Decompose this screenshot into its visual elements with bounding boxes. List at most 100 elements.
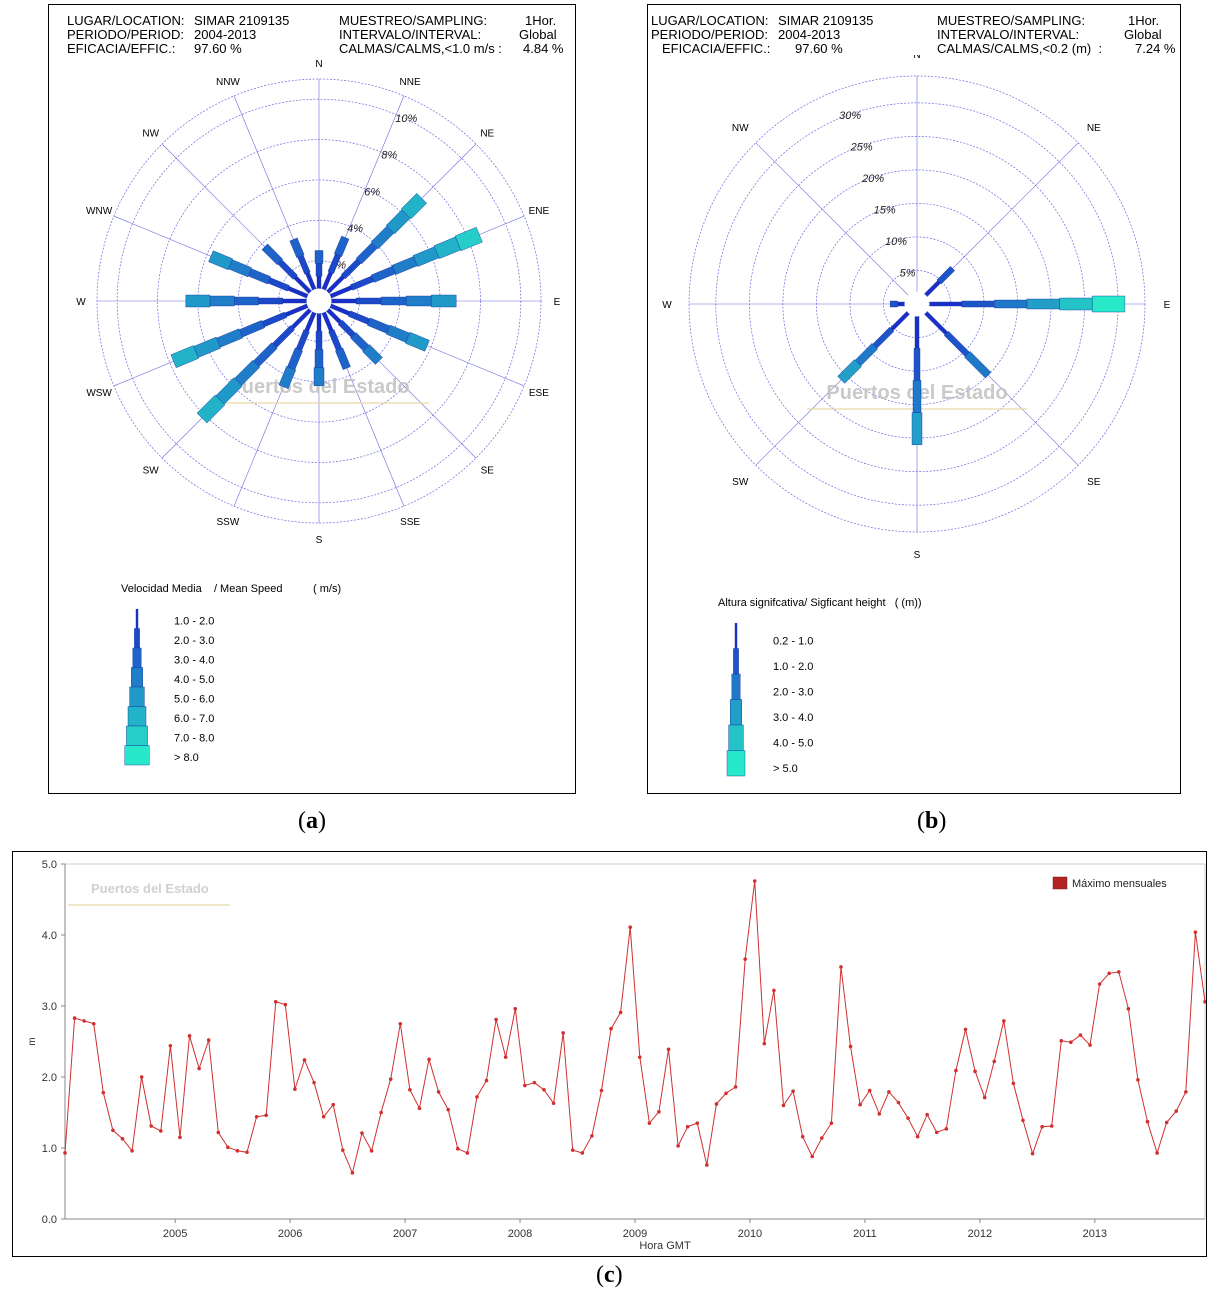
x-tick-label: 2005 [163, 1228, 187, 1240]
data-point [360, 1131, 364, 1135]
petal-segment [328, 329, 343, 351]
ring-label: 6% [364, 186, 380, 198]
speed-legend-swatch-1 [135, 609, 139, 629]
efficacy-label: EFICACIA/EFFIC.: [67, 41, 176, 56]
direction-label-s: S [316, 535, 323, 546]
petal-ne [325, 193, 427, 295]
data-point [887, 1090, 891, 1094]
speed-legend-swatch-7 [126, 725, 148, 746]
sampling-label: MUESTREO/SAMPLING: [339, 13, 488, 28]
speed-legend-label-4: 4.0 - 5.0 [174, 674, 214, 686]
efficacy-label: EFICACIA/EFFIC.: [662, 41, 771, 56]
data-point [235, 1149, 240, 1153]
x-tick-label: 2009 [623, 1228, 647, 1240]
caption-c: (c) [596, 1262, 623, 1288]
data-point [532, 1080, 537, 1085]
ring-label: 25% [850, 141, 873, 153]
data-point [1116, 970, 1121, 974]
data-point [264, 1113, 268, 1118]
x-tick-label: 2007 [393, 1228, 417, 1240]
data-point [762, 1041, 767, 1046]
direction-label-sse: SSE [400, 517, 420, 528]
interval-label: INTERVALO/INTERVAL: [339, 27, 482, 42]
interval-value: Global [1124, 27, 1162, 42]
height-legend-swatch-2 [733, 648, 739, 675]
petal-segment [961, 300, 995, 308]
direction-label-ssw: SSW [217, 517, 240, 528]
series-line [64, 880, 1206, 1175]
data-point [618, 1010, 623, 1015]
height-legend-swatch-4 [729, 699, 743, 726]
data-point [982, 1095, 987, 1100]
data-point [666, 1047, 671, 1052]
data-point [197, 1066, 201, 1071]
data-point [72, 1016, 77, 1020]
petal-ne [923, 266, 955, 298]
data-point [896, 1100, 901, 1105]
period-value: 2004-2013 [778, 27, 841, 42]
petal-segment [936, 266, 955, 285]
data-point [321, 1114, 326, 1119]
x-tick-label: 2012 [968, 1228, 992, 1240]
petal-segment [313, 367, 325, 386]
petal-segment [193, 336, 221, 358]
data-point [791, 1089, 795, 1093]
petal-segment [208, 250, 233, 271]
data-point [341, 1148, 345, 1152]
petal-segment [911, 412, 923, 445]
petal-segment [258, 297, 284, 305]
data-point [657, 1109, 661, 1114]
direction-label-w: W [662, 300, 672, 311]
data-point [944, 1127, 949, 1131]
data-point [350, 1171, 355, 1175]
petal-segment [185, 294, 211, 308]
speed-legend-label-1: 1.0 - 2.0 [174, 616, 214, 628]
data-point [561, 1031, 565, 1035]
data-point [1049, 1124, 1054, 1128]
calms-label: CALMAS/CALMS,<1.0 m/s : [339, 41, 502, 56]
direction-label-se: SE [1087, 477, 1101, 488]
petal-ese [329, 303, 430, 352]
petal-segment [1059, 297, 1093, 311]
speed-legend-label-2: 2.0 - 3.0 [174, 635, 214, 647]
height-legend-swatch-3 [731, 673, 741, 700]
center-hole [904, 291, 930, 317]
direction-label-n: N [913, 55, 920, 61]
x-tick-label: 2008 [508, 1228, 532, 1240]
legend-title: Altura signifcativa/ Sigficant height ( … [718, 597, 922, 609]
petal-segment [370, 265, 396, 283]
petal-segment [234, 296, 259, 306]
data-point [570, 1148, 575, 1152]
data-point [973, 1069, 977, 1074]
speed-legend-swatch-8 [124, 745, 150, 766]
calms-value: 7.24 % [1135, 41, 1176, 56]
data-point [647, 1121, 652, 1125]
data-point [877, 1112, 882, 1116]
efficacy-value: 97.60 % [795, 41, 843, 56]
petal-s [911, 315, 923, 445]
data-point [781, 1103, 786, 1108]
data-point [523, 1083, 527, 1088]
data-point [848, 1044, 853, 1049]
petal-segment [350, 275, 375, 291]
data-point [963, 1027, 968, 1032]
petal-se [325, 307, 383, 365]
petal-segment [355, 242, 378, 265]
direction-label-se: SE [481, 465, 495, 476]
caption-b: (b) [917, 808, 947, 834]
y-tick-label: 0.0 [42, 1214, 57, 1226]
data-point [1011, 1081, 1016, 1086]
data-point [91, 1021, 96, 1026]
data-point [925, 1112, 929, 1117]
speed-legend-swatch-4 [130, 667, 144, 688]
petal-segment [314, 349, 324, 368]
petal-segment [209, 295, 235, 307]
data-point [283, 1002, 288, 1007]
data-point [733, 1085, 738, 1089]
petal-segment [943, 330, 970, 357]
data-point [513, 1007, 518, 1011]
data-point [149, 1124, 154, 1128]
height-legend-label-5: 4.0 - 5.0 [773, 738, 813, 750]
data-point [1136, 1078, 1140, 1082]
direction-label-nnw: NNW [216, 77, 240, 88]
